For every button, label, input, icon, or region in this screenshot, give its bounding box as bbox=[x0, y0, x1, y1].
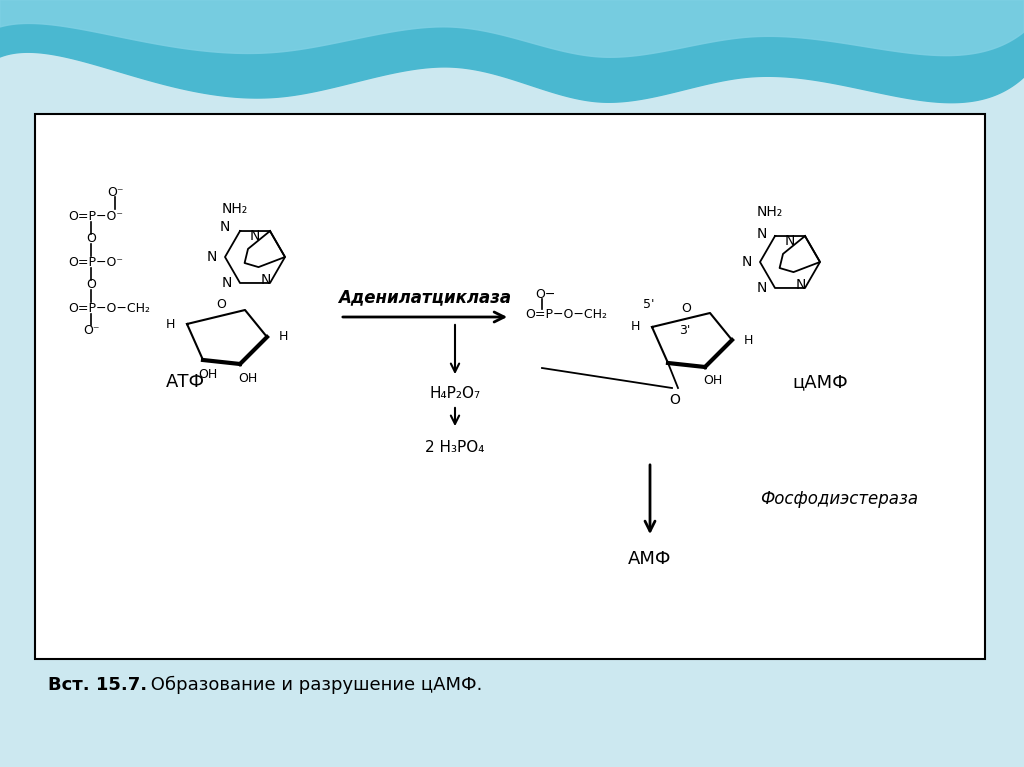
Text: O: O bbox=[670, 393, 680, 407]
Text: N: N bbox=[741, 255, 752, 269]
Text: O⁻: O⁻ bbox=[83, 324, 99, 337]
Text: O: O bbox=[681, 301, 691, 314]
Text: Фосфодиэстераза: Фосфодиэстераза bbox=[760, 490, 919, 508]
Text: O=P−O⁻: O=P−O⁻ bbox=[68, 256, 123, 269]
Text: цАМФ: цАМФ bbox=[793, 373, 848, 391]
Text: O⁻: O⁻ bbox=[106, 186, 123, 199]
Text: NH₂: NH₂ bbox=[757, 205, 783, 219]
Text: H: H bbox=[166, 318, 175, 331]
Text: OH: OH bbox=[199, 367, 218, 380]
Text: O: O bbox=[86, 232, 96, 245]
Text: OH: OH bbox=[703, 374, 723, 387]
Text: O: O bbox=[216, 298, 226, 311]
Text: H: H bbox=[744, 334, 754, 347]
Text: Аденилатциклаза: Аденилатциклаза bbox=[339, 288, 512, 306]
Text: N: N bbox=[260, 273, 271, 287]
Text: NH₂: NH₂ bbox=[222, 202, 248, 216]
Text: O−: O− bbox=[535, 288, 555, 301]
Text: N: N bbox=[785, 234, 796, 248]
Text: N: N bbox=[757, 227, 767, 241]
Text: N: N bbox=[221, 276, 232, 290]
Text: H: H bbox=[279, 331, 289, 344]
Text: N: N bbox=[757, 281, 767, 295]
Text: O: O bbox=[86, 278, 96, 291]
Text: N: N bbox=[219, 220, 230, 234]
Text: N: N bbox=[207, 250, 217, 264]
Text: O=P−O−CH₂: O=P−O−CH₂ bbox=[68, 302, 150, 315]
FancyBboxPatch shape bbox=[35, 114, 985, 659]
Text: N: N bbox=[250, 229, 260, 243]
Text: АТФ: АТФ bbox=[166, 373, 205, 391]
Text: O=P−O⁻: O=P−O⁻ bbox=[68, 210, 123, 223]
Text: N: N bbox=[796, 278, 806, 292]
Text: Вст. 15.7.: Вст. 15.7. bbox=[48, 676, 147, 694]
Text: 3': 3' bbox=[679, 324, 690, 337]
Text: O=P−O−CH₂: O=P−O−CH₂ bbox=[525, 308, 607, 321]
Text: OH: OH bbox=[239, 371, 258, 384]
Text: 5': 5' bbox=[643, 298, 654, 311]
Text: H: H bbox=[631, 321, 640, 334]
Text: АМФ: АМФ bbox=[629, 550, 672, 568]
Text: 2 H₃PO₄: 2 H₃PO₄ bbox=[425, 439, 484, 455]
Text: Образование и разрушение цАМФ.: Образование и разрушение цАМФ. bbox=[145, 676, 482, 694]
Text: H₄P₂O₇: H₄P₂O₇ bbox=[429, 387, 480, 401]
